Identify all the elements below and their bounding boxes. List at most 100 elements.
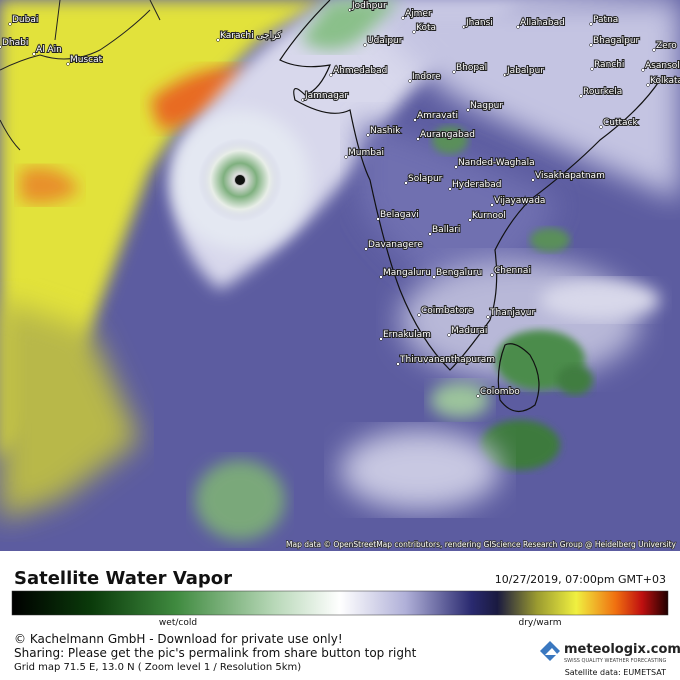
city-dot xyxy=(599,125,603,129)
city-dot xyxy=(490,273,494,277)
city-label: Muscat xyxy=(70,55,103,65)
city-label: Rourkela xyxy=(583,87,622,97)
city-dot xyxy=(364,247,368,251)
city-dot xyxy=(454,165,458,169)
city-label: Nanded-Waghala xyxy=(458,158,535,168)
grid-info: Grid map 71.5 E, 13.0 N ( Zoom level 1 /… xyxy=(14,662,301,673)
city-label: Ranchi xyxy=(594,60,624,70)
city-dot xyxy=(447,333,451,337)
city-label: Madurai xyxy=(451,326,487,336)
city-label: Karachi کراچی xyxy=(220,31,282,41)
city-label: Al Ain xyxy=(36,45,62,55)
city-dot xyxy=(216,38,220,42)
city-label: Vijayawada xyxy=(494,196,545,206)
city-dot xyxy=(32,52,36,56)
city-dot xyxy=(66,62,70,66)
city-label: Patna xyxy=(593,15,618,25)
map-attribution: Map data © OpenStreetMap contributors, r… xyxy=(286,540,677,549)
city-dot xyxy=(348,8,352,12)
city-label: Indore xyxy=(412,72,441,82)
city-dot xyxy=(462,25,466,29)
city-label: Allahabad xyxy=(520,18,565,28)
city-dot xyxy=(408,79,412,83)
city-dot xyxy=(531,178,535,182)
city-dot xyxy=(396,362,400,366)
city-label: Ajmer xyxy=(405,9,432,19)
city-dot xyxy=(8,22,12,26)
city-label: Cuttack xyxy=(603,118,639,128)
city-label: Bengaluru xyxy=(436,268,482,278)
brand-tagline: SWISS QUALITY WEATHER FORECASTING xyxy=(564,658,666,664)
city-dot xyxy=(466,108,470,112)
city-label: Nagpur xyxy=(470,101,503,111)
sharing-note: Sharing: Please get the pic's permalink … xyxy=(14,646,417,660)
city-dot xyxy=(589,43,593,47)
timestamp: 10/27/2019, 07:00pm GMT+03 xyxy=(495,573,666,586)
legend-high-label: dry/warm xyxy=(519,618,562,628)
city-label: Colombo xyxy=(480,387,520,397)
city-label: Udaipur xyxy=(367,36,403,46)
city-label: Solapur xyxy=(408,174,443,184)
city-dot xyxy=(404,181,408,185)
city-dot xyxy=(428,232,432,236)
city-dot xyxy=(366,133,370,137)
city-dot xyxy=(0,45,2,49)
city-dot xyxy=(468,218,472,222)
city-dot xyxy=(641,68,645,72)
city-label: Belagavi xyxy=(380,210,419,220)
city-label: Kolkata xyxy=(650,76,680,86)
city-dot xyxy=(516,25,520,29)
city-label: Mangaluru xyxy=(383,268,431,278)
city-label: Amravati xyxy=(417,111,458,121)
city-label: Aurangabad xyxy=(420,130,475,140)
city-dot xyxy=(344,155,348,159)
city-dot xyxy=(490,203,494,207)
city-label: Jamnagar xyxy=(304,91,348,101)
city-label: Asansol xyxy=(645,61,680,71)
city-dot xyxy=(413,118,417,122)
city-dot xyxy=(379,275,383,279)
city-label: Visakhapatnam xyxy=(535,171,605,181)
city-label: Jhansi xyxy=(465,18,493,28)
city-dot xyxy=(417,313,421,317)
city-dot xyxy=(363,43,367,47)
city-dot xyxy=(416,137,420,141)
city-label: Nashik xyxy=(370,126,401,136)
city-label: Zero xyxy=(656,41,677,51)
city-label: Mumbai xyxy=(348,148,384,158)
city-dot xyxy=(452,70,456,74)
city-label: Hyderabad xyxy=(452,180,502,190)
city-dot xyxy=(503,73,507,77)
city-label: Chennai xyxy=(494,266,531,276)
city-dot xyxy=(590,67,594,71)
city-dot xyxy=(329,73,333,77)
city-label: Thiruvananthapuram xyxy=(399,355,495,365)
city-dot xyxy=(486,315,490,319)
city-dot xyxy=(448,187,452,191)
city-dot xyxy=(379,337,383,341)
data-source: Satellite data: EUMETSAT xyxy=(565,668,666,677)
city-label: Kota xyxy=(416,23,436,33)
city-dot xyxy=(301,98,305,102)
legend-low-label: wet/cold xyxy=(159,618,197,628)
satellite-image: Jodhpur Ajmer Dubai Kota Jhansi Allahabad Patn… xyxy=(0,0,680,551)
city-label: Jodhpur xyxy=(351,1,387,11)
city-label: Bhagalpur xyxy=(593,36,640,46)
color-scale xyxy=(11,590,669,616)
brand-name: meteologix.com xyxy=(564,642,680,657)
city-label: Dubai xyxy=(12,15,38,25)
chart-title: Satellite Water Vapor xyxy=(14,568,232,589)
city-label: Davanagere xyxy=(368,240,423,250)
city-label: Jabalpur xyxy=(506,66,544,76)
brand-logo-mark xyxy=(545,648,558,655)
city-label: Ballari xyxy=(432,225,460,235)
city-dot xyxy=(589,22,593,26)
city-label: Ernakulam xyxy=(383,330,431,340)
city-labels: Jodhpur Ajmer Dubai Kota Jhansi Allahabad Patn… xyxy=(0,0,680,398)
city-label: Thanjavur xyxy=(489,308,535,318)
city-dot xyxy=(376,217,380,221)
city-dot xyxy=(646,83,650,87)
city-dot xyxy=(476,394,480,398)
